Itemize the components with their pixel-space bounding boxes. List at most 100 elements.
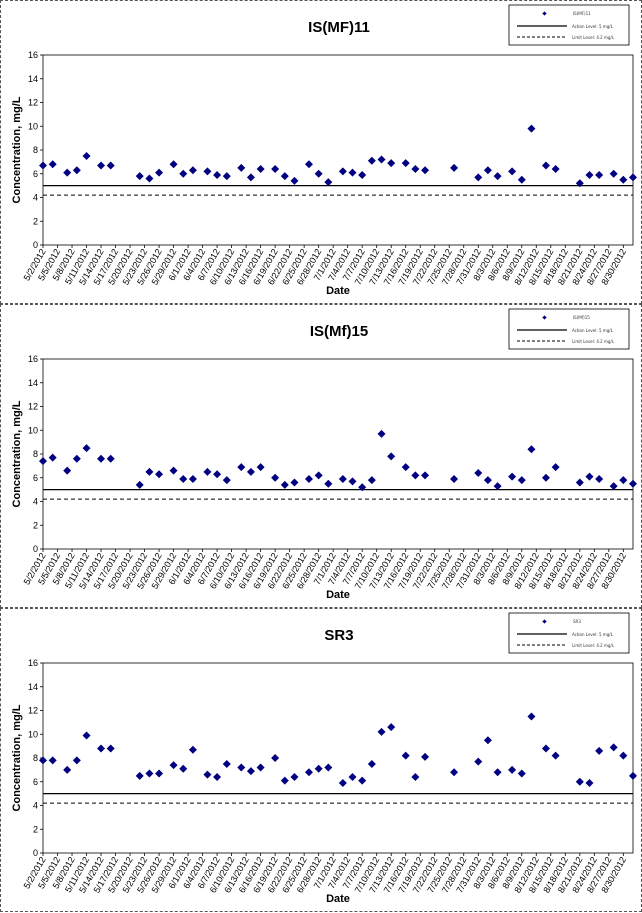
data-point (72, 756, 81, 765)
y-tick-label: 4 (33, 497, 38, 507)
data-point (358, 776, 367, 785)
chart-title: SR3 (324, 627, 353, 644)
data-point (517, 175, 526, 184)
data-point (203, 467, 212, 476)
y-tick-label: 8 (33, 145, 38, 155)
data-point (629, 771, 637, 780)
data-point (358, 170, 367, 179)
data-point (629, 173, 637, 182)
data-point (290, 176, 299, 185)
data-point (358, 483, 367, 492)
data-point (483, 166, 492, 175)
data-point (213, 170, 222, 179)
data-point (280, 776, 289, 785)
chart-svg-3: SR3 SR3 Action Level: 5 mg/L Limit Level: 4… (11, 612, 637, 905)
data-point (39, 756, 47, 765)
data-point (551, 463, 560, 472)
data-point (179, 764, 188, 773)
y-tick-label: 4 (33, 193, 38, 203)
chart-panel-2: IS(Mf)15 IS(Mf)15 Action Level: 5 mg/L Limi… (0, 304, 642, 608)
y-axis-label: Concentration, mg/L (11, 96, 23, 203)
data-point (324, 178, 333, 187)
legend-label-series: IS(Mf)15 (573, 315, 590, 320)
legend: IS(Mf)15 Action Level: 5 mg/L Limit Level:… (508, 308, 630, 350)
data-point (314, 764, 323, 773)
legend-label-action: Action Level: 5 mg/L (572, 24, 614, 29)
data-point (39, 457, 47, 466)
data-point (48, 160, 57, 169)
data-point (367, 156, 376, 165)
y-tick-label: 16 (28, 354, 38, 364)
legend-label-series: IS(MF)11 (573, 11, 591, 16)
legend-label-limit: Limit Level: 4.2 mg/L (572, 643, 615, 648)
data-point (314, 169, 323, 178)
data-point (348, 477, 357, 486)
y-tick-label: 10 (28, 425, 38, 435)
chart-panel-1: IS(MF)11 IS(MF)11 Action Level: 5 mg/L Limi… (0, 0, 642, 304)
data-point (377, 155, 386, 164)
data-point (48, 453, 57, 462)
data-point (367, 759, 376, 768)
y-tick-label: 16 (28, 50, 38, 60)
legend-label-series: SR3 (573, 619, 581, 624)
data-point (72, 166, 81, 175)
data-point (169, 160, 178, 169)
legend-label-action: Action Level: 5 mg/L (572, 632, 614, 637)
data-point (106, 161, 115, 170)
data-point (63, 168, 72, 177)
data-point (387, 159, 396, 168)
data-point (338, 167, 347, 176)
data-point (619, 751, 628, 760)
data-point (271, 754, 280, 762)
legend-label-limit: Limit Level: 4.2 mg/L (572, 339, 615, 344)
chart-panel-3: SR3 SR3 Action Level: 5 mg/L Limit Level: 4… (0, 608, 642, 912)
data-point (493, 768, 502, 777)
data-point (82, 444, 91, 453)
data-point (585, 472, 594, 481)
y-tick-label: 12 (28, 706, 38, 716)
legend-label-action: Action Level: 5 mg/L (572, 328, 614, 333)
data-point (256, 165, 265, 173)
y-tick-label: 12 (28, 402, 38, 412)
data-point (517, 769, 526, 778)
data-point (290, 773, 299, 781)
data-point (474, 469, 483, 477)
y-tick-label: 2 (33, 216, 38, 226)
data-point (72, 454, 81, 463)
data-point (387, 452, 396, 461)
data-point (609, 169, 618, 178)
y-axis-label: Concentration, mg/L (11, 704, 23, 811)
data-point (97, 744, 106, 753)
y-axis-label: Concentration, mg/L (11, 400, 23, 507)
legend-frame (508, 4, 630, 46)
data-point (585, 170, 594, 179)
data-point (421, 166, 430, 175)
data-point (256, 763, 265, 772)
y-tick-label: 10 (28, 729, 38, 739)
chart-title: IS(MF)11 (308, 19, 370, 36)
data-point (324, 763, 333, 772)
data-point (222, 759, 231, 768)
data-point (595, 170, 604, 179)
data-point (575, 478, 584, 487)
y-tick-label: 16 (28, 658, 38, 668)
y-tick-label: 2 (33, 824, 38, 834)
legend-frame (508, 308, 630, 350)
y-tick-label: 6 (33, 169, 38, 179)
legend: IS(MF)11 Action Level: 5 mg/L Limit Level:… (508, 4, 630, 46)
data-point (179, 474, 188, 483)
data-point (508, 765, 517, 774)
data-point (401, 751, 410, 760)
data-point (106, 744, 115, 753)
data-point (575, 179, 584, 188)
plot-area (42, 662, 634, 854)
data-point (304, 474, 313, 483)
x-axis-label: Date (326, 893, 350, 905)
y-tick-label: 14 (28, 682, 38, 692)
y-tick-label: 14 (28, 74, 38, 84)
data-point (527, 445, 536, 454)
data-point (237, 463, 246, 472)
data-point (377, 727, 386, 736)
data-point (585, 778, 594, 787)
data-point (508, 472, 517, 481)
